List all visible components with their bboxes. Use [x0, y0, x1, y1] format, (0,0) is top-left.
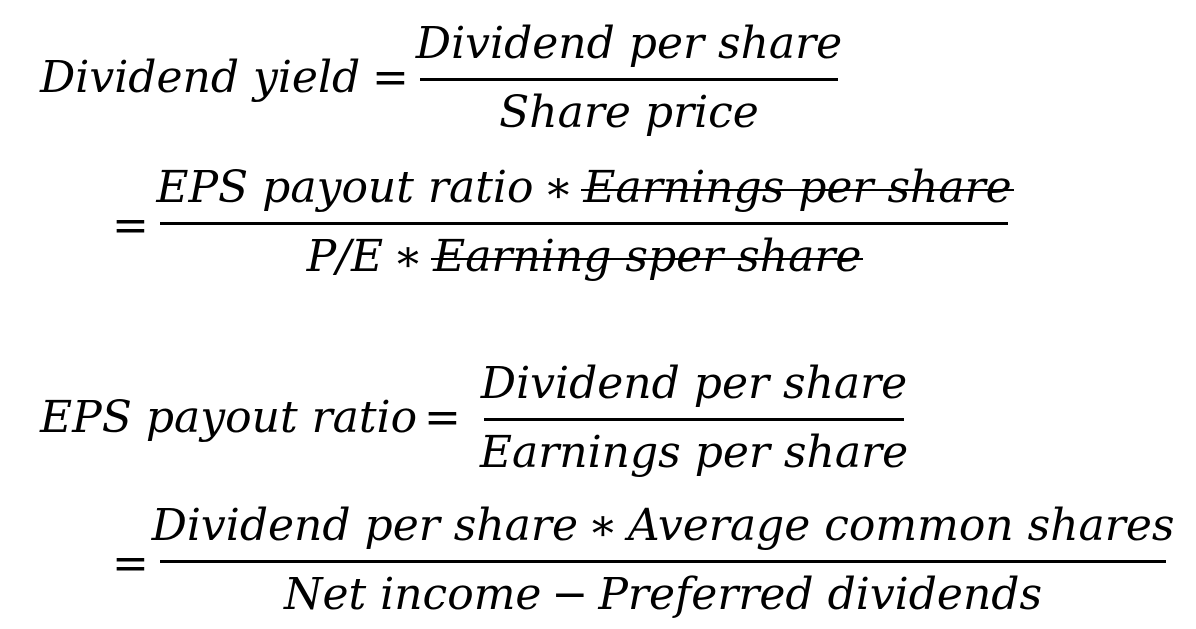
minus-operator: −: [551, 569, 589, 620]
denominator: Net income − Preferred dividends: [284, 573, 1042, 617]
equation-dividend-yield-expanded: = EPS payout ratio ∗ Earnings per share …: [0, 140, 1196, 290]
equals-sign: =: [372, 52, 409, 103]
multiply-operator: ∗: [393, 231, 424, 282]
fraction-bar: [484, 418, 904, 421]
net-income-term: Net income: [283, 569, 542, 620]
pe-ratio-term: P/E: [306, 231, 384, 282]
fraction-bar: [420, 78, 838, 81]
multiply-operator: ∗: [543, 162, 574, 213]
eps-payout-ratio-label: EPS payout ratio: [40, 392, 418, 443]
numerator: Dividend per share ∗ Average common shar…: [152, 504, 1175, 548]
dividend-yield-label: Dividend yield: [40, 52, 361, 103]
denominator: P/E ∗ Earning sper share: [306, 231, 864, 282]
equals-sign: =: [112, 200, 149, 251]
numerator: EPS payout ratio ∗ Earnings per share: [156, 162, 1014, 213]
dividend-per-share-term: Dividend per share: [151, 500, 578, 551]
fraction-bar: [160, 560, 1166, 563]
equals-sign: =: [112, 538, 149, 589]
numerator: Dividend per share: [415, 18, 843, 69]
equation-eps-payout-ratio-expanded: = Dividend per share ∗ Average common sh…: [0, 480, 1196, 629]
fraction-dps-over-eps: Dividend per share Earnings per share: [480, 358, 908, 475]
cancelled-earnings-per-share: Earning sper share: [431, 231, 864, 282]
fraction-dps-over-price: Dividend per share Share price: [416, 22, 842, 138]
fraction-payout-over-pe: EPS payout ratio ∗ Earnings per share P/…: [156, 166, 1014, 282]
eps-payout-ratio-term: EPS payout ratio: [156, 162, 534, 213]
equation-eps-payout-ratio: EPS payout ratio = Dividend per share Ea…: [0, 340, 1196, 480]
preferred-dividends-term: Preferred dividends: [598, 569, 1043, 620]
average-common-shares-term: Average common shares: [627, 500, 1175, 551]
fraction-bar: [160, 222, 1008, 225]
fraction-dps-shares-over-income: Dividend per share ∗ Average common shar…: [152, 504, 1175, 617]
cancelled-earnings-per-share: Earnings per share: [581, 162, 1014, 213]
denominator: Earnings per share: [479, 427, 909, 478]
numerator: Dividend per share: [480, 358, 908, 409]
denominator: Share price: [499, 87, 759, 138]
equals-sign: =: [424, 392, 461, 443]
multiply-operator: ∗: [587, 500, 618, 551]
equation-dividend-yield: Dividend yield = Dividend per share Shar…: [0, 0, 1196, 140]
